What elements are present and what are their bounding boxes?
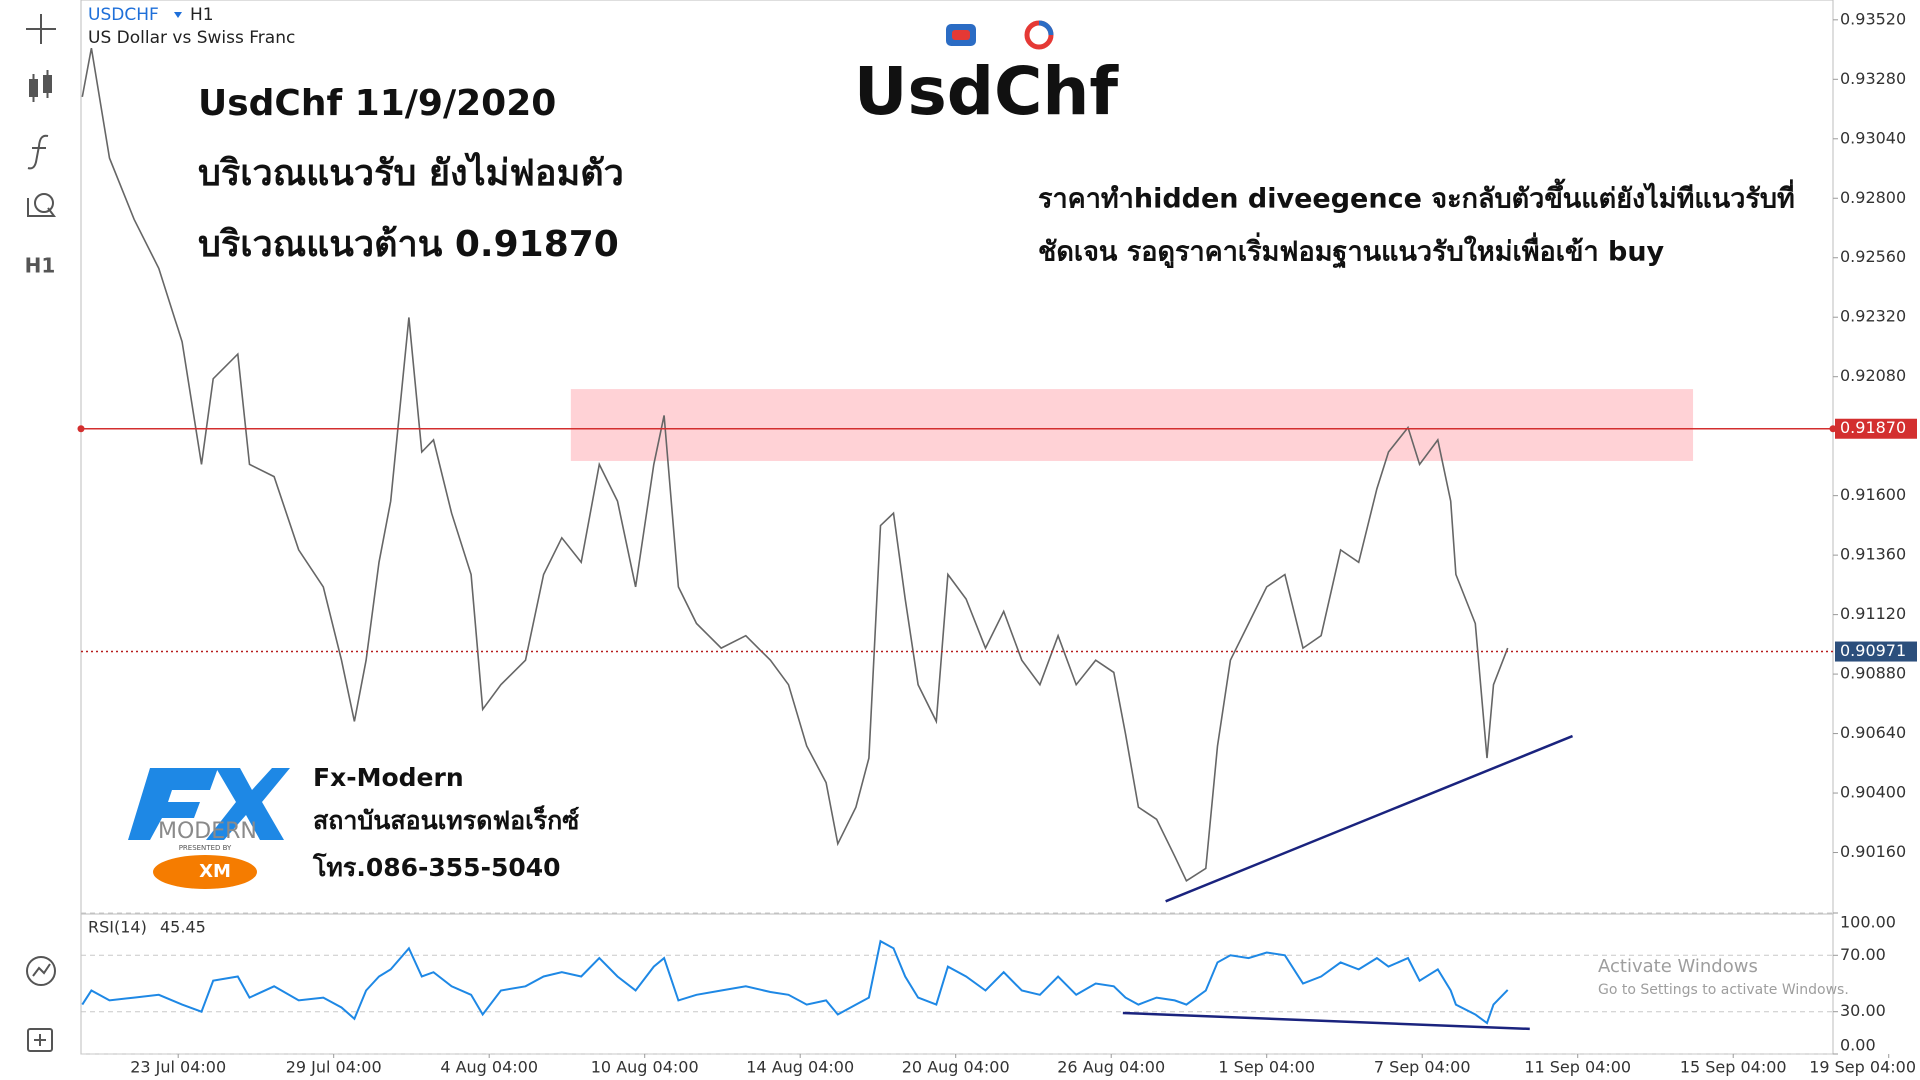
level-dot [1829,425,1837,433]
icon-detail [952,30,970,40]
price-label: 0.91870 [1840,418,1906,437]
trendline [1122,1011,1530,1031]
y-tick-label: 0.92320 [1840,307,1906,326]
trendline [1165,734,1574,903]
logo-institute: สถาบันสอนเทรดฟอเร็กซ์ [313,805,579,835]
toolbar [26,14,56,217]
logo-name: Fx-Modern [313,763,464,792]
drawing-tool[interactable] [27,193,56,217]
logo-presented: PRESENTED BY [179,844,232,852]
symbol-dropdown[interactable] [174,12,182,18]
price-line [81,47,1509,882]
watermark-title: Activate Windows [1598,956,1758,977]
x-tick-label: 15 Sep 04:00 [1680,1058,1787,1077]
y-tick-label: 0.93280 [1840,69,1906,88]
price-label: 0.90971 [1840,641,1906,660]
crosshair-tool[interactable] [26,14,56,44]
y-tick-label: 0.93040 [1840,128,1906,147]
watermark-subtitle: Go to Settings to activate Windows. [1598,982,1849,998]
y-tick-label: 0.90880 [1840,664,1906,683]
y-tick-label: 70.00 [1840,945,1886,964]
timeframe-button[interactable]: H1 [25,254,56,278]
icon-detail [1038,20,1054,36]
y-tick-label: 0.90160 [1840,842,1906,861]
x-tick-label: 10 Aug 04:00 [591,1058,699,1077]
comment-line: ราคาทำhidden diveegence จะกลับตัวขึ้นแต่… [1038,178,1795,215]
y-tick-label: 30.00 [1840,1001,1886,1020]
y-tick-label: 0.93520 [1840,9,1906,28]
level-dot [77,425,85,433]
x-tick-label: 14 Aug 04:00 [746,1058,854,1077]
logo-badge [153,855,257,889]
x-tick-label: 7 Sep 04:00 [1374,1058,1471,1077]
x-tick-label: 29 Jul 04:00 [286,1058,382,1077]
x-tick-label: 20 Aug 04:00 [902,1058,1010,1077]
candle-tool[interactable] [29,70,52,102]
price-label-box [1835,641,1917,662]
support-note: บริเวณแนวรับ ยังไม่ฟอมตัว [198,151,624,194]
y-tick-label: 0.90400 [1840,783,1906,802]
resistance-note: บริเวณแนวต้าน 0.91870 [198,224,619,265]
x-tick-label: 23 Jul 04:00 [130,1058,226,1077]
logo-f [128,768,218,840]
y-tick-label: 0.00 [1840,1036,1876,1055]
plot-area: 0.93520 0.93280 0.93040 0.92800 0.92560 0.923… [77,9,1917,1077]
date-note: UsdChf 11/9/2020 [198,83,556,124]
resistance-zone [570,389,1694,461]
logo [118,740,558,890]
x-tick-label: 19 Sep 04:00 [1809,1058,1916,1077]
bottom-toolbar [26,956,56,1052]
x-tick-label: 11 Sep 04:00 [1524,1058,1631,1077]
y-tick-label: 0.90640 [1840,723,1906,742]
logo-phone: โทร.086-355-5040 [312,852,561,882]
top-icons [946,20,1054,50]
description: US Dollar vs Swiss Franc [88,28,295,48]
add-tool[interactable] [27,1028,53,1052]
rsi-value: 45.45 [160,918,206,937]
y-tick-label: 0.91360 [1840,545,1906,564]
indicator-tool[interactable] [27,134,49,170]
logo-brand: MODERN [158,819,257,844]
x-tick-label: 4 Aug 04:00 [440,1058,538,1077]
y-tick-label: 0.92560 [1840,247,1906,266]
x-tick-label: 1 Sep 04:00 [1218,1058,1315,1077]
timeframe: H1 [190,5,214,25]
symbol[interactable]: USDCHF [88,5,159,25]
y-tick-label: 0.91600 [1840,485,1906,504]
big-title: UsdChf [854,53,1120,130]
logo-partner: XM [199,861,231,882]
y-tick-label: 0.92080 [1840,366,1906,385]
logo-x [206,768,290,840]
y-tick-label: 100.00 [1840,913,1896,932]
rsi-line [81,939,1509,1025]
rsi-title: RSI(14) [88,918,147,937]
price-label-box [1835,418,1917,439]
x-tick-label: 26 Aug 04:00 [1057,1058,1165,1077]
y-tick-label: 0.92800 [1840,188,1906,207]
chart-tool[interactable] [26,956,56,986]
y-tick-label: 0.91120 [1840,604,1906,623]
comment-line: ชัดเจน รอดูราคาเริ่มฟอมฐานแนวรับใหม่เพื่… [1038,232,1665,270]
